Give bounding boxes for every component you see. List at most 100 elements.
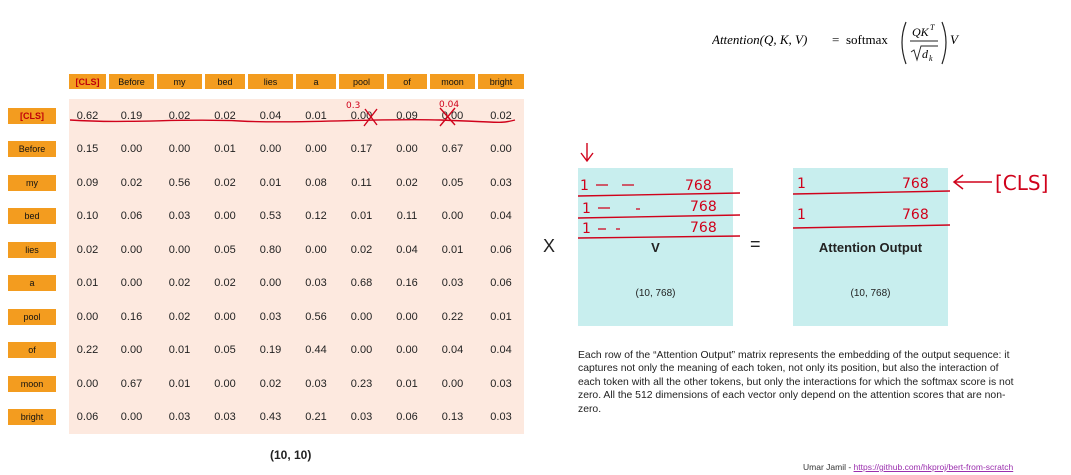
- matrix-cell: 0.00: [214, 377, 236, 390]
- v-row-end: 768: [690, 220, 717, 236]
- row-label: bright: [8, 409, 56, 425]
- attention-output-shape: (10, 768): [850, 288, 891, 299]
- formula-eq: =: [832, 32, 839, 47]
- out-row-end: 768: [902, 176, 929, 192]
- matrix-cell: 0.23: [350, 377, 373, 390]
- matrix-cell: 0.06: [120, 210, 143, 223]
- matrix-cell: 0.16: [120, 310, 143, 323]
- matrix-cell: 0.02: [214, 176, 236, 189]
- matrix-cell: 0.22: [441, 310, 464, 323]
- equals-sign: =: [750, 234, 761, 254]
- col-header: bright: [478, 74, 524, 89]
- pool-correction: 0.3: [346, 101, 360, 111]
- credit-link[interactable]: https://github.com/hkproj/bert-from-scra…: [853, 462, 1014, 472]
- moon-correction: 0.04: [439, 100, 459, 110]
- v-row-dash: [598, 207, 640, 210]
- pool-cross-out: [363, 108, 378, 127]
- multiply-sign: X: [543, 236, 556, 256]
- matrix-cell: 0.06: [490, 277, 512, 290]
- matrix-cell: 0.06: [396, 411, 418, 424]
- v-matrix-label: V: [651, 240, 660, 255]
- formula-svg: Attention(Q, K, V) = softmax QK T d k V: [711, 21, 960, 65]
- formula-denominator: d: [922, 47, 929, 61]
- col-header: of: [387, 74, 427, 89]
- formula-numerator: QK: [912, 25, 930, 39]
- credit-line: Umar Jamil - https://github.com/hkproj/b…: [803, 462, 1013, 472]
- matrix-cell: 0.02: [168, 310, 191, 323]
- matrix-cell: 0.06: [76, 411, 99, 424]
- matrix-cell: 0.01: [490, 310, 512, 323]
- row-label: bed: [8, 208, 56, 224]
- matrix-cell: 0.80: [259, 243, 282, 256]
- v-row-start: 1: [582, 221, 591, 237]
- col-header: [CLS]: [69, 74, 106, 89]
- matrix-cell: 0.13: [441, 411, 464, 424]
- credit-author: Umar Jamil -: [803, 462, 854, 472]
- matrix-cell: 0.00: [214, 210, 236, 223]
- matrix-cell: 0.03: [490, 411, 512, 424]
- down-arrow-icon: [580, 143, 594, 163]
- matrix-cell: 0.03: [441, 277, 464, 290]
- matrix-cell: 0.62: [76, 109, 99, 122]
- matrix-cell: 0.00: [441, 109, 464, 122]
- v-matrix-shape: (10, 768): [635, 288, 676, 299]
- formula-lhs: Attention(Q, K, V): [712, 32, 807, 47]
- matrix-cell: 0.00: [120, 243, 143, 256]
- matrix-cell: 0.00: [259, 277, 282, 290]
- matrix-cell: 0.00: [490, 143, 512, 156]
- right-paren: [941, 21, 947, 65]
- matrix-cell: 0.05: [214, 344, 236, 357]
- row-label: pool: [8, 309, 56, 325]
- matrix-cell: 0.22: [76, 344, 99, 357]
- matrix-cell: 0.15: [76, 143, 99, 156]
- matrix-cell: 0.04: [490, 344, 512, 357]
- matrix-cell: 0.00: [350, 344, 373, 357]
- matrix-cell: 0.08: [305, 176, 327, 189]
- matrix-cell: 0.00: [76, 310, 99, 323]
- formula-tail: V: [950, 32, 960, 47]
- matrix-cell: 0.01: [76, 277, 99, 290]
- matrix-cell: 0.11: [351, 176, 372, 189]
- matrix-cell: 0.00: [120, 344, 143, 357]
- matrix-cell: 0.01: [259, 176, 282, 189]
- left-arrow-icon: [952, 174, 992, 190]
- matrix-cell: 0.68: [350, 277, 373, 290]
- row-label: Before: [8, 141, 56, 157]
- matrix-cell: 0.01: [168, 377, 191, 390]
- col-header: Before: [109, 74, 154, 89]
- out-row-end: 768: [902, 207, 929, 223]
- col-header: a: [296, 74, 336, 89]
- matrix-cell: 0.00: [120, 277, 143, 290]
- matrix-cell: 0.09: [396, 109, 418, 122]
- matrix-cell: 0.04: [490, 210, 512, 223]
- matrix-cell: 0.03: [350, 411, 373, 424]
- matrix-cell: 0.00: [305, 243, 327, 256]
- matrix-cell: 0.03: [490, 377, 512, 390]
- matrix-cell: 0.03: [490, 176, 512, 189]
- v-row-start: 1: [580, 178, 589, 194]
- matrix-cell: 0.00: [120, 411, 143, 424]
- v-row-line: [577, 214, 741, 219]
- col-header: bed: [205, 74, 245, 89]
- matrix-cell: 0.44: [305, 344, 327, 357]
- matrix-cell: 0.56: [168, 176, 191, 189]
- row-label: my: [8, 175, 56, 191]
- matrix-cell: 0.05: [441, 176, 464, 189]
- formula-denominator-sub: k: [929, 54, 933, 63]
- matrix-cell: 0.21: [305, 411, 327, 424]
- attention-output-box: Attention Output (10, 768): [793, 168, 948, 326]
- matrix-cell: 0.00: [76, 377, 99, 390]
- matrix-cell: 0.01: [305, 109, 327, 122]
- matrix-cell: 0.00: [396, 143, 418, 156]
- matrix-cell: 0.04: [441, 344, 464, 357]
- matrix-cell: 0.03: [168, 210, 191, 223]
- matrix-cell: 0.00: [214, 310, 236, 323]
- formula-softmax: softmax: [846, 32, 888, 47]
- matrix-cell: 0.00: [120, 143, 143, 156]
- matrix-cell: 0.09: [76, 176, 99, 189]
- matrix-cell: 0.00: [441, 377, 464, 390]
- matrix-cell: 0.00: [168, 143, 191, 156]
- matrix-cell: 0.02: [350, 243, 373, 256]
- matrix-cell: 0.00: [350, 310, 373, 323]
